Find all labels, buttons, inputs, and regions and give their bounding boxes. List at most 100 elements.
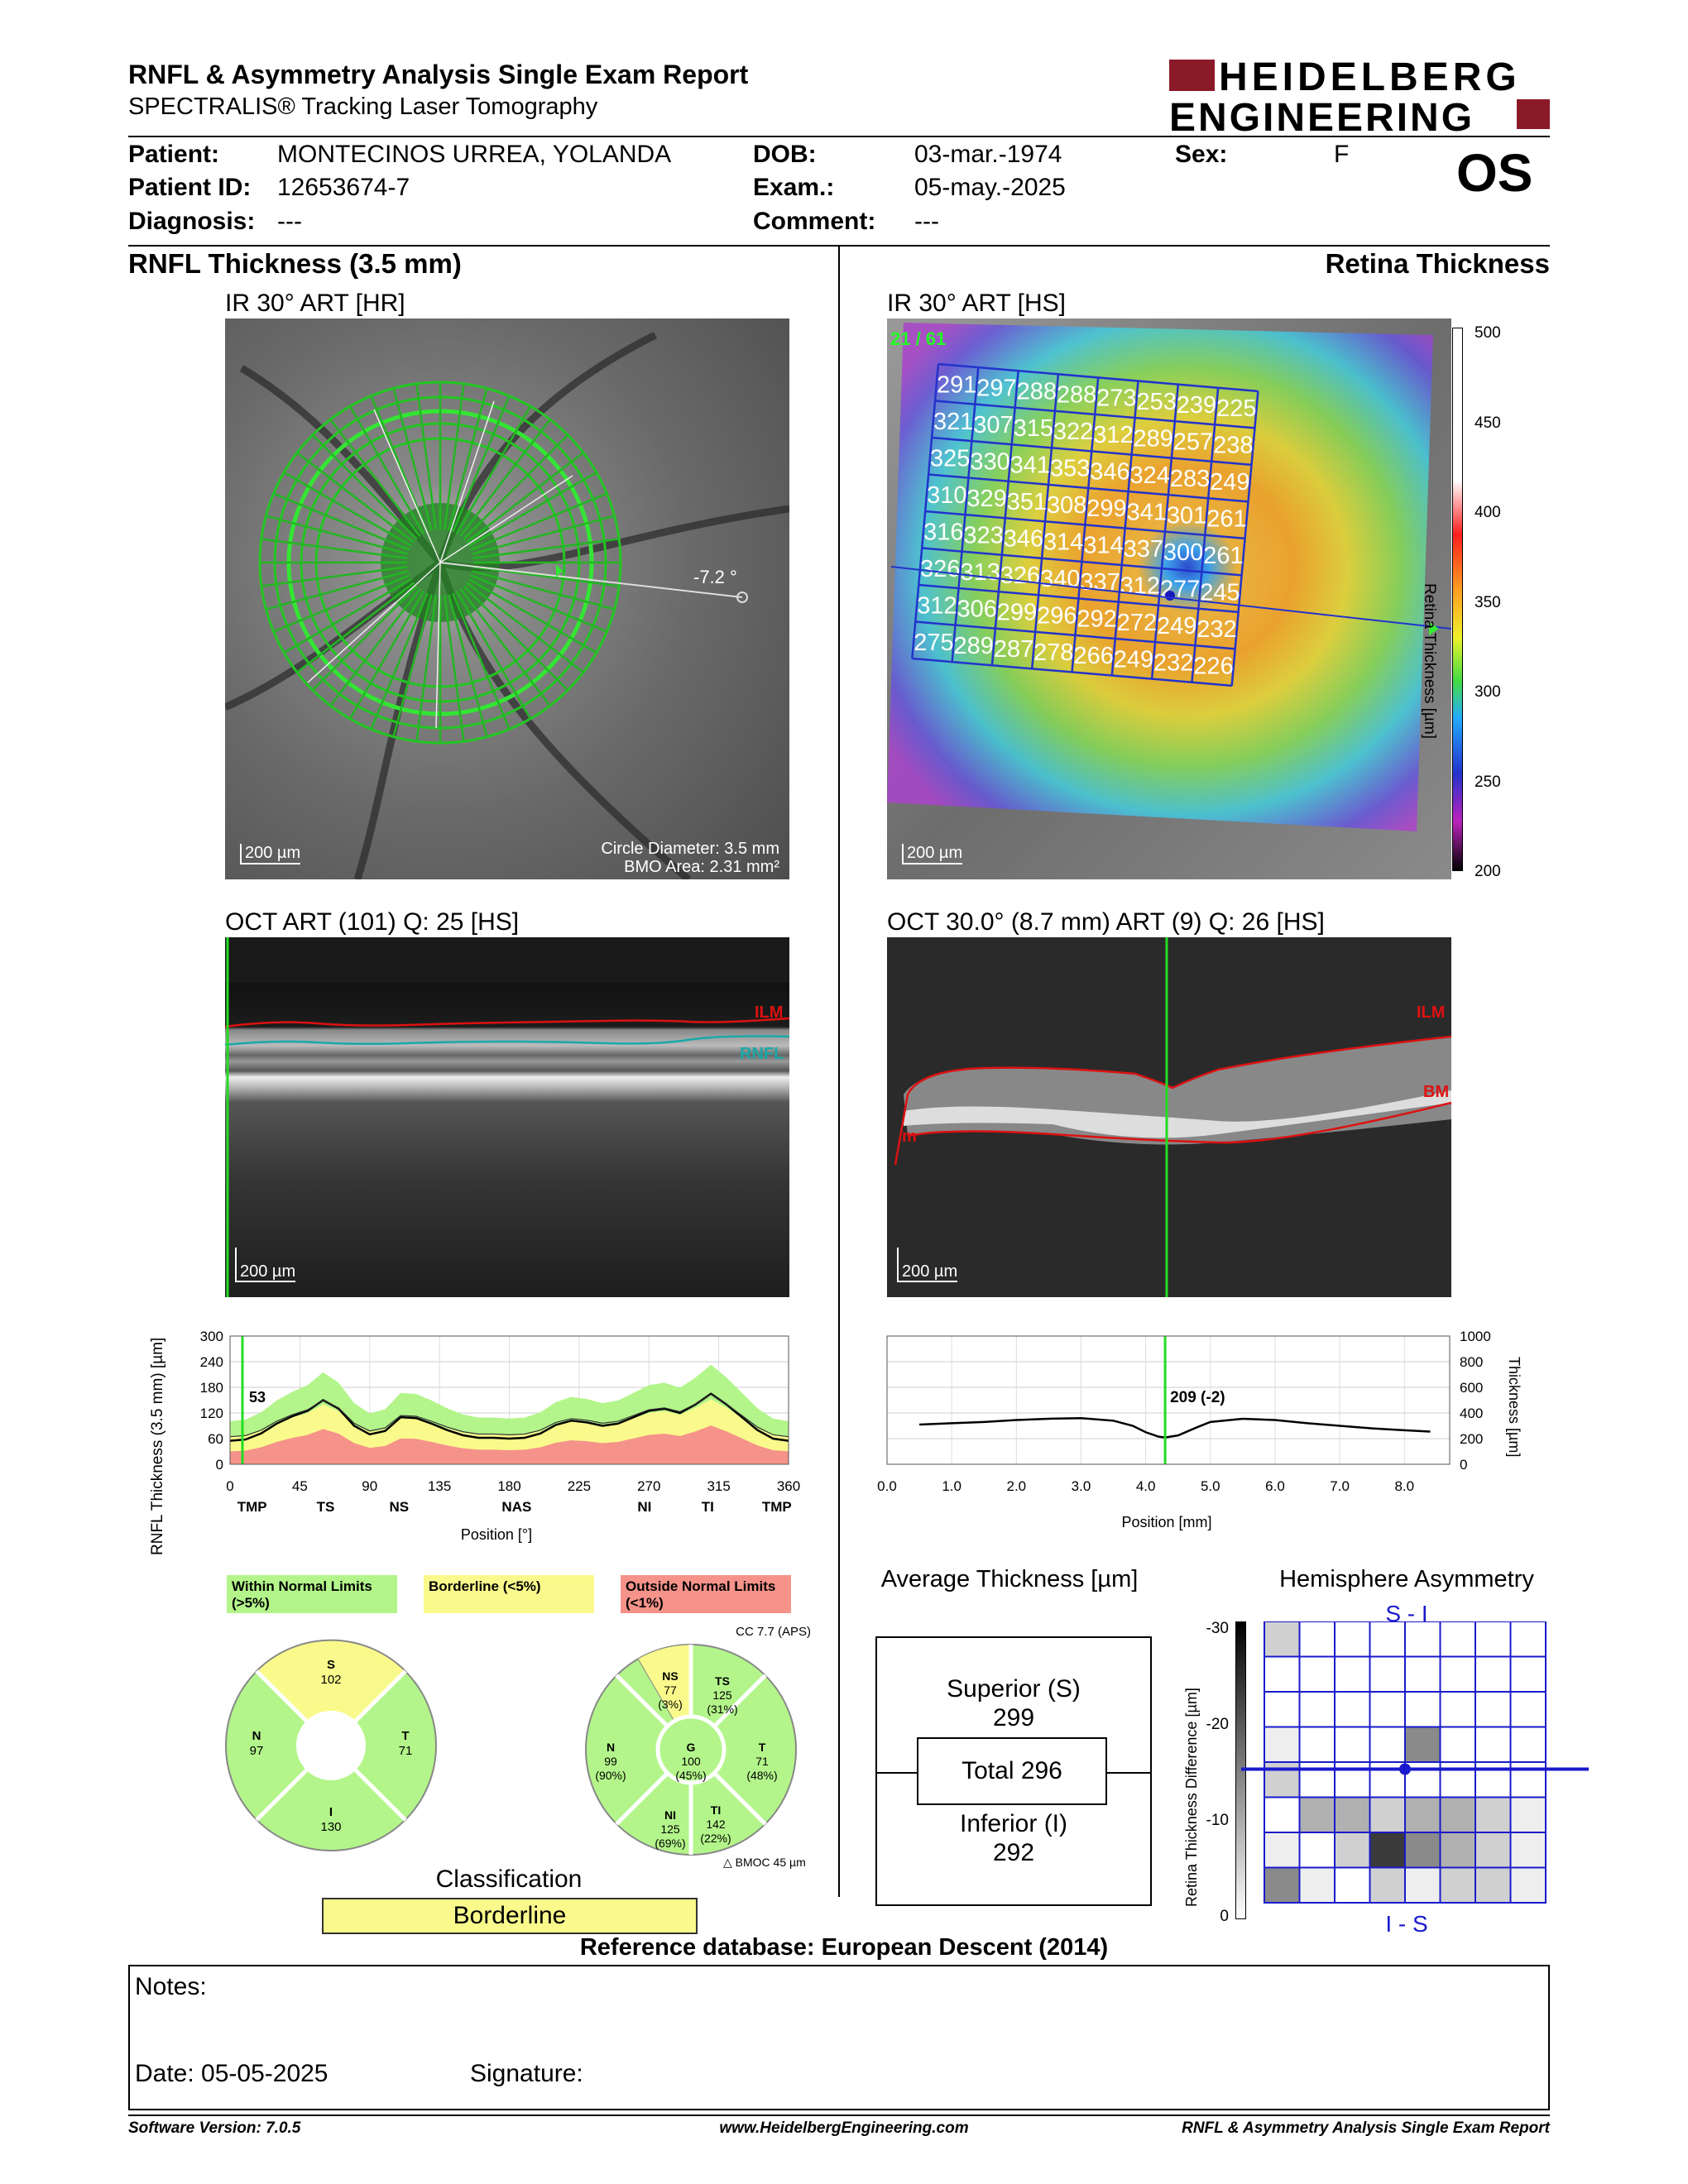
diagnosis-value: --- (277, 208, 302, 235)
thickness-cell: 292 (1077, 606, 1116, 633)
website-link[interactable]: www.HeidelbergEngineering.com (719, 2119, 969, 2137)
rnfl-sector-label: TMP (237, 1499, 267, 1515)
retina-marker-label: 209 (-2) (1170, 1389, 1225, 1406)
dob-label: DOB: (753, 141, 817, 168)
retina-thickness-chart: 209 (-2) 0 200 400 600 800 1000 0.0 1.0 2.0 3.0 4.0… (877, 1329, 1491, 1494)
rnfl-sector-label: TS (317, 1499, 335, 1515)
asymmetry-cell (1298, 1832, 1336, 1869)
right-oct-left-label: m (902, 1128, 917, 1146)
right-oct-title: OCT 30.0° (8.7 mm) ART (9) Q: 26 [HS] (887, 908, 1325, 936)
left-ir-title: IR 30° ART [HR] (225, 290, 405, 317)
asymmetry-cell (1439, 1796, 1476, 1833)
thickness-cell: 330 (970, 448, 1009, 475)
asymmetry-cell (1334, 1691, 1371, 1728)
asymmetry-cell (1369, 1796, 1406, 1833)
retina-ytick: 1000 (1460, 1329, 1491, 1344)
asymmetry-tick: 0 (1220, 1908, 1229, 1925)
rnfl-thickness-chart: 53 0 60 120 180 240 300 0 45 90 135 180 225 270 315 360… (200, 1329, 801, 1515)
rnfl-ytick: 120 (200, 1406, 223, 1421)
thickness-cell: 316 (923, 519, 963, 545)
asymmetry-cell (1264, 1832, 1301, 1869)
thickness-cell: 288 (1057, 382, 1096, 409)
sector4-i: I (328, 1805, 333, 1819)
right-fundus-image: 291 297 288 288 273 253 239 225 321 307 315 322 312 2… (887, 318, 1451, 879)
asymmetry-cell (1509, 1655, 1547, 1693)
thickness-cell: 323 (963, 522, 1003, 548)
rnfl-xtick: 0 (226, 1478, 233, 1494)
thickness-cell: 261 (1203, 543, 1243, 569)
average-thickness-box (875, 1636, 1152, 1906)
rnfl-xtick: 315 (707, 1478, 730, 1494)
asymmetry-cell (1264, 1691, 1301, 1728)
asymmetry-cell (1334, 1621, 1371, 1658)
rnfl-xtick: 45 (292, 1478, 308, 1494)
asymmetry-cell (1264, 1726, 1301, 1763)
asymmetry-cell (1298, 1726, 1336, 1763)
asymmetry-cell (1369, 1691, 1406, 1728)
rnfl-ytick: 180 (200, 1380, 223, 1396)
bmo-offset: △ BMOC 45 µm (723, 1856, 806, 1869)
total-value: Total 296 (917, 1737, 1107, 1805)
sector6-ni: NI 125 (69%) (655, 1808, 686, 1850)
thickness-cell: 289 (954, 633, 994, 659)
sex-value: F (1334, 141, 1350, 168)
rnfl-sector-label: NI (637, 1499, 651, 1515)
right-oct-image: ILM BM m 200 µm (887, 937, 1451, 1297)
asymmetry-cell (1404, 1832, 1441, 1869)
asymmetry-cell (1439, 1832, 1476, 1869)
thickness-cell: 238 (1213, 433, 1253, 459)
thickness-cell: 249 (1157, 613, 1196, 639)
thickness-cell: 314 (1043, 529, 1083, 556)
sector4-s: S (326, 1658, 335, 1672)
asymmetry-cell (1369, 1866, 1406, 1904)
asymmetry-cell (1404, 1621, 1441, 1658)
left-scale-bar: 200 µm (240, 844, 301, 864)
sector4-n-value: 97 (249, 1744, 264, 1758)
sector4-i-value: 130 (320, 1820, 342, 1834)
dob-value: 03-mar.-1974 (914, 141, 1062, 168)
notes-box[interactable] (128, 1965, 1550, 2110)
thickness-cell: 340 (1040, 566, 1080, 592)
retina-ytick: 600 (1460, 1380, 1483, 1396)
thickness-cell: 291 (937, 371, 976, 398)
asymmetry-cell (1334, 1832, 1371, 1869)
thickness-cell: 297 (976, 375, 1016, 401)
thickness-cell: 321 (933, 409, 973, 435)
thickness-cell: 325 (930, 445, 970, 472)
sector6-ns: NS 77 (3%) (658, 1669, 683, 1711)
colorbar-tick: 350 (1475, 593, 1501, 611)
asymmetry-cell (1509, 1621, 1547, 1658)
asymmetry-cell (1475, 1832, 1512, 1869)
thickness-cell: 299 (997, 600, 1037, 626)
asymmetry-cell (1264, 1796, 1301, 1833)
inferior-label: Inferior (I) (959, 1810, 1068, 1837)
thickness-cell: 310 (927, 482, 966, 509)
asymmetry-cell (1264, 1866, 1301, 1904)
rnfl-marker-value: 53 (249, 1389, 266, 1406)
asymmetry-cell (1334, 1655, 1371, 1693)
sector6-g: G 100 (45%) (675, 1741, 707, 1782)
thickness-cell: 306 (957, 596, 997, 622)
sector4-t: T (401, 1729, 410, 1743)
colorbar-tick: 400 (1475, 504, 1501, 521)
asymmetry-cell (1404, 1866, 1441, 1904)
patient-id: 12653674-7 (277, 174, 410, 201)
thickness-cell: 301 (1167, 502, 1206, 529)
retina-ytick: 400 (1460, 1406, 1483, 1421)
left-fundus-image: -7.2 ° 200 µm Circle Diameter: 3.5 mm BM… (225, 318, 789, 879)
rnfl-xtick: 360 (777, 1478, 800, 1494)
eye-label: OS (1456, 143, 1533, 203)
thickness-cell: 253 (1136, 389, 1176, 415)
thickness-cell: 249 (1210, 469, 1249, 496)
patient-name: MONTECINOS URREA, YOLANDA (277, 141, 672, 168)
asymmetry-tick: -30 (1206, 1620, 1229, 1637)
sector6-ts: TS 125 (31%) (707, 1674, 738, 1716)
asymmetry-cell (1369, 1726, 1406, 1763)
retina-xtick: 7.0 (1330, 1478, 1350, 1494)
thickness-cell: 232 (1196, 616, 1236, 643)
right-oct-ilm: ILM (1417, 1003, 1446, 1022)
asymmetry-cell (1298, 1796, 1336, 1833)
sector4-s-value: 102 (320, 1673, 342, 1687)
left-oct-rnfl: RNFL (740, 1045, 784, 1063)
asymmetry-cell (1404, 1655, 1441, 1693)
